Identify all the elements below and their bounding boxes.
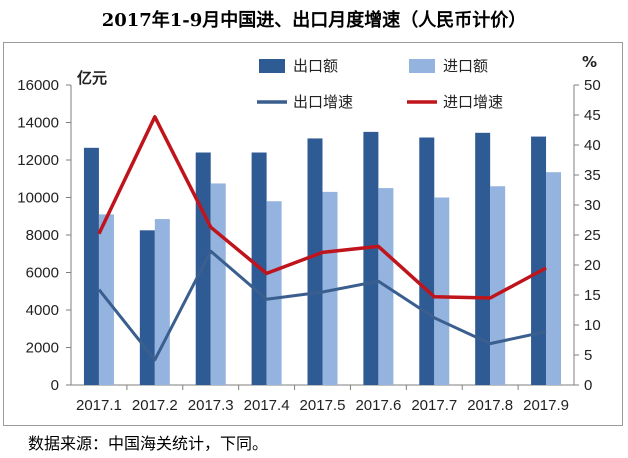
legend-label: 进口额 xyxy=(443,57,488,75)
export-value-bar xyxy=(363,131,379,385)
x-tick-label: 2017.1 xyxy=(76,397,122,414)
x-tick-label: 2017.8 xyxy=(467,397,513,414)
chart-plot: 0 2000 4000 6000 8000 10000 12000 14000 16000 0 5 1… xyxy=(17,53,601,414)
export-value-bar xyxy=(139,230,155,385)
right-tick-label: 45 xyxy=(584,107,601,124)
import-value-bar xyxy=(546,172,562,385)
left-tick-label: 10000 xyxy=(17,190,59,207)
right-axis-unit: % xyxy=(582,53,597,71)
export-value-bar xyxy=(83,147,99,385)
right-tick-label: 50 xyxy=(584,77,601,94)
x-tick-label: 2017.2 xyxy=(132,397,178,414)
legend-export-growth: 出口增速 xyxy=(257,93,353,111)
right-tick-label: 5 xyxy=(584,347,592,364)
left-tick-label: 6000 xyxy=(26,265,59,282)
import-value-bar xyxy=(490,186,506,385)
right-tick-label: 35 xyxy=(584,167,601,184)
left-tick-label: 12000 xyxy=(17,152,59,169)
left-axis-unit: 亿元 xyxy=(77,69,107,87)
right-tick-label: 40 xyxy=(584,137,601,154)
left-tick-label: 2000 xyxy=(26,340,59,357)
x-tick-label: 2017.3 xyxy=(188,397,234,414)
import-growth-line xyxy=(97,115,547,300)
legend-label: 进口增速 xyxy=(443,93,503,111)
left-tick-label: 16000 xyxy=(17,77,59,94)
import-value-bar xyxy=(154,219,170,385)
right-tick-label: 15 xyxy=(584,287,601,304)
export-value-bar xyxy=(531,136,547,385)
right-tick-label: 0 xyxy=(584,377,592,394)
x-tick-label: 2017.6 xyxy=(355,397,401,414)
x-tick-label: 2017.9 xyxy=(523,397,569,414)
import-value-bar xyxy=(266,201,282,385)
chart-frame: 0 2000 4000 6000 8000 10000 12000 14000 16000 0 5 1… xyxy=(3,42,623,426)
import-value-bar xyxy=(434,197,450,385)
export-value-bar xyxy=(419,137,435,385)
export-value-bar xyxy=(475,132,491,385)
legend-import-growth: 进口增速 xyxy=(407,93,503,111)
export-growth-line xyxy=(97,249,547,362)
legend-swatch xyxy=(259,59,285,73)
right-tick-label: 25 xyxy=(584,227,601,244)
legend-label: 出口增速 xyxy=(293,93,353,111)
legend-label: 出口额 xyxy=(293,57,338,75)
x-tick-label: 2017.7 xyxy=(411,397,457,414)
source-note: 数据来源：中国海关统计，下同。 xyxy=(28,434,269,453)
left-tick-label: 8000 xyxy=(26,227,59,244)
x-tick-label: 2017.4 xyxy=(244,397,290,414)
left-tick-label: 4000 xyxy=(26,302,59,319)
export-value-bar xyxy=(307,138,323,385)
chart-title: 2017年1-9月中国进、出口月度增速（人民币计价） xyxy=(101,10,527,31)
legend-import-value: 进口额 xyxy=(409,57,488,75)
import-value-bar xyxy=(210,183,226,385)
left-tick-label: 14000 xyxy=(17,115,59,132)
right-tick-label: 20 xyxy=(584,257,601,274)
left-tick-label: 0 xyxy=(51,377,59,394)
legend-export-value: 出口额 xyxy=(259,57,338,75)
legend-swatch xyxy=(409,59,435,73)
x-tick-label: 2017.5 xyxy=(300,397,346,414)
right-tick-label: 10 xyxy=(584,317,601,334)
import-value-bar xyxy=(322,191,338,385)
right-tick-label: 30 xyxy=(584,197,601,214)
